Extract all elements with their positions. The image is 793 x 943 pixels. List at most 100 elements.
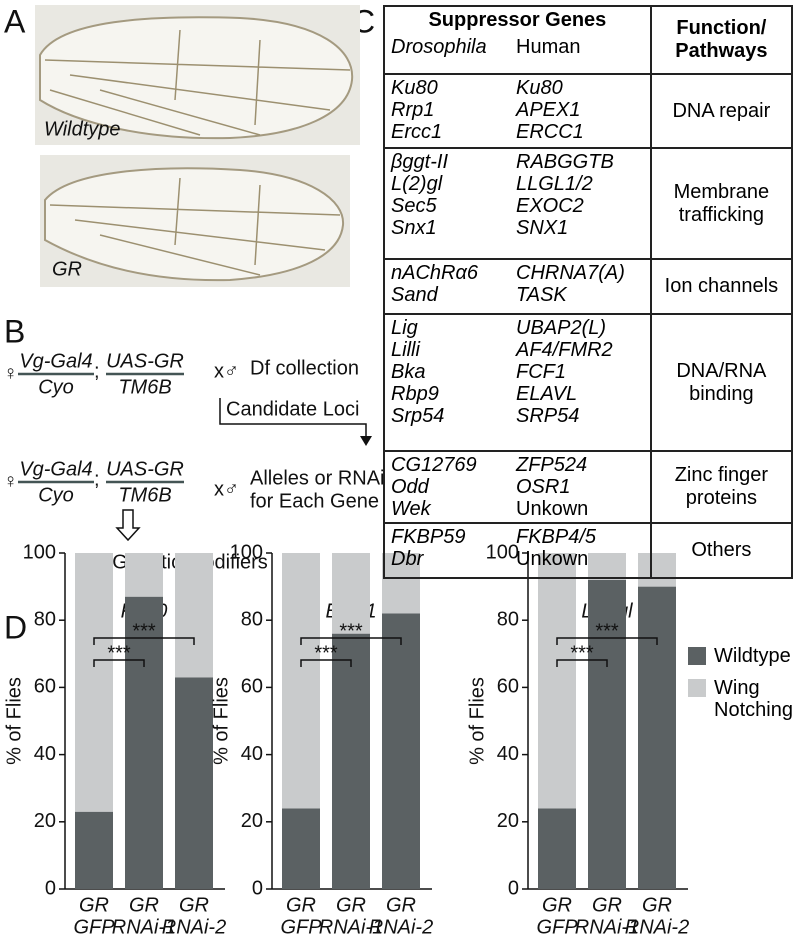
bar-segment: [538, 808, 576, 889]
gene: UBAP2(L): [516, 317, 607, 339]
bar-segment: [282, 553, 320, 809]
x-tick-label: RNAi-1: [112, 916, 176, 938]
genes-cell: CG12769 Odd Wek ZFP524 OSR1 Unkown: [383, 450, 652, 524]
panel-label: B: [4, 313, 25, 349]
genes-cell: nAChRα6 Sand CHRNA7(A) TASK: [383, 258, 652, 315]
x-tick-label: RNAi-2: [625, 916, 689, 938]
gene: Lig: [391, 317, 418, 339]
gene: Ku80: [391, 77, 438, 99]
female-symbol: ♀: [3, 470, 18, 492]
function-cell: DNA/RNA binding: [649, 313, 793, 452]
y-axis-label: % of Flies: [466, 677, 488, 765]
bar-segment: [175, 553, 213, 678]
x-tick-label: GR: [179, 894, 209, 916]
arrow-head: [360, 436, 372, 446]
genes: Ku80 Rrp1 Ercc1 Ku80 APEX1 ERCC1: [391, 77, 644, 143]
genes: nAChRα6 Sand CHRNA7(A) TASK: [391, 262, 644, 306]
x-tick-label: GR: [592, 894, 622, 916]
significance-bracket: [300, 637, 402, 645]
function-cell: Ion channels: [649, 258, 793, 315]
genotype: TM6B: [118, 376, 171, 398]
x-tick-label: GFP: [280, 916, 322, 938]
x-tick-label: GFP: [73, 916, 115, 938]
y-tick-label: 0: [252, 877, 263, 899]
y-tick-label: 80: [241, 608, 263, 630]
male-symbol: x♂: [214, 360, 239, 382]
table-row: Ku80 Rrp1 Ercc1 Ku80 APEX1 ERCC1 DNA repair: [383, 73, 793, 149]
gene: Srp54: [391, 405, 445, 427]
gene: FKBP4/5: [516, 526, 597, 548]
legend-entry: Wildtype: [688, 645, 793, 667]
gene-column: FKBP4/5 Unkown: [516, 526, 641, 570]
gene: Unkown: [516, 498, 589, 520]
bar-segment: [75, 811, 113, 889]
gene: LLGL1/2: [516, 173, 593, 195]
gene: OSR1: [516, 476, 571, 498]
function-cell: Zinc finger proteins: [649, 450, 793, 524]
x-tick-label: GR: [336, 894, 366, 916]
y-tick-label: 40: [497, 743, 519, 765]
genes: CG12769 Odd Wek ZFP524 OSR1 Unkown: [391, 454, 644, 520]
gene: AF4/FMR2: [516, 339, 613, 361]
y-tick-label: 80: [497, 608, 519, 630]
significance-bracket: [93, 637, 195, 645]
wing-photo: Wildtype: [35, 5, 360, 145]
significance-bracket: [556, 637, 658, 645]
male-symbol: x♂: [214, 478, 239, 500]
gene-column: nAChRα6 Sand: [391, 262, 516, 306]
y-tick-label: 40: [34, 743, 56, 765]
separator: ;: [94, 468, 100, 490]
table-row: nAChRα6 Sand CHRNA7(A) TASK Ion channels: [383, 258, 793, 315]
gene-column: βggt-II L(2)gl Sec5 Snx1: [391, 151, 516, 239]
gene-column: Ku80 APEX1 ERCC1: [516, 77, 641, 143]
y-tick-label: 0: [508, 877, 519, 899]
bar-segment: [282, 808, 320, 889]
header-cell: Suppressor Genes Drosophila Human: [383, 5, 652, 75]
bar-segment: [125, 553, 163, 597]
legend: Wildtype Wing Notching: [688, 645, 793, 731]
gene: Snx1: [391, 217, 437, 239]
table-row: CG12769 Odd Wek ZFP524 OSR1 Unkown Zinc finger…: [383, 450, 793, 524]
gene: FCF1: [516, 361, 566, 383]
y-tick-label: 100: [230, 541, 263, 563]
significance-label: ***: [107, 642, 131, 664]
bar-segment: [75, 553, 113, 812]
significance-bracket: [556, 659, 608, 667]
gene: EXOC2: [516, 195, 584, 217]
genotype: Vg-Gal4: [19, 458, 92, 480]
gene-column: Ku80 Rrp1 Ercc1: [391, 77, 516, 143]
bar-segment: [175, 677, 213, 889]
x-tick-label: RNAi-1: [319, 916, 383, 938]
bar-segment: [332, 633, 370, 889]
panel-label: D: [4, 609, 27, 645]
y-tick-label: 60: [34, 676, 56, 698]
subheader: Drosophila Human: [391, 36, 644, 59]
significance-label: ***: [339, 620, 363, 642]
legend-label: Wing Notching: [714, 677, 793, 721]
gene: L(2)gl: [391, 173, 443, 195]
bar-segment: [638, 586, 676, 889]
significance-label: ***: [570, 642, 594, 664]
x-tick-label: GR: [542, 894, 572, 916]
gene: Lilli: [391, 339, 420, 361]
gene: Rbp9: [391, 383, 439, 405]
x-tick-label: GR: [642, 894, 672, 916]
genes-cell: FKBP59 Dbr FKBP4/5 Unkown: [383, 522, 652, 579]
header-row: Suppressor Genes Drosophila Human Function/…: [383, 5, 793, 75]
arrow-label: Candidate Loci: [226, 398, 359, 420]
y-tick-label: 60: [241, 676, 263, 698]
gene: APEX1: [516, 99, 581, 121]
arrow: [219, 398, 367, 438]
x-tick-label: RNAi-2: [162, 916, 226, 938]
gene: Sec5: [391, 195, 437, 217]
y-tick-label: 100: [23, 541, 56, 563]
x-tick-label: GR: [129, 894, 159, 916]
gene: Wek: [391, 498, 431, 520]
gene: ELAVL: [516, 383, 578, 405]
significance-label: ***: [595, 620, 619, 642]
significance-bracket: [93, 659, 145, 667]
significance-label: ***: [314, 642, 338, 664]
gene: RABGGTB: [516, 151, 614, 173]
separator: ;: [94, 360, 100, 382]
